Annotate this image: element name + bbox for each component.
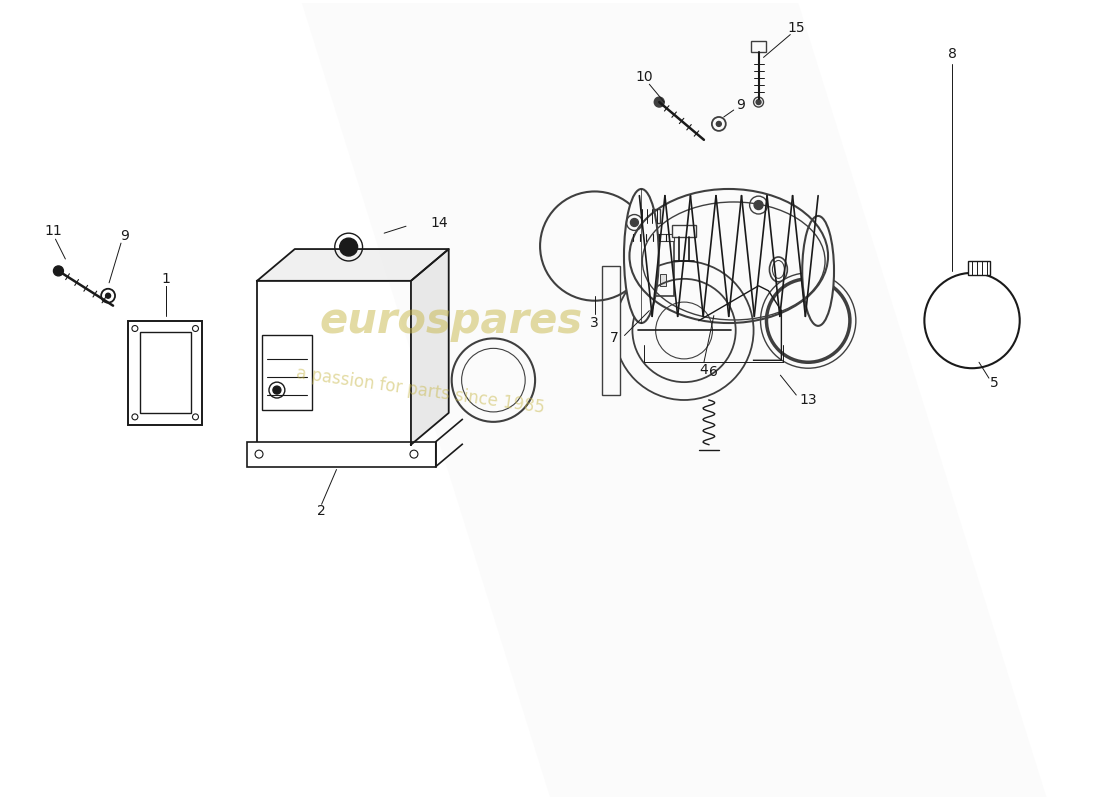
Bar bbox=[262, 335, 311, 410]
Ellipse shape bbox=[772, 261, 784, 278]
Bar bbox=[257, 281, 411, 445]
Bar bbox=[672, 226, 696, 237]
Circle shape bbox=[340, 238, 358, 256]
Ellipse shape bbox=[624, 189, 659, 323]
Bar bbox=[968, 261, 990, 275]
Polygon shape bbox=[301, 2, 1046, 798]
Ellipse shape bbox=[770, 257, 788, 282]
Text: 4: 4 bbox=[700, 363, 708, 378]
Text: 13: 13 bbox=[800, 393, 817, 407]
Text: 15: 15 bbox=[788, 21, 805, 34]
Text: 9: 9 bbox=[121, 229, 130, 243]
Circle shape bbox=[716, 122, 722, 126]
Text: 9: 9 bbox=[736, 98, 745, 112]
Text: 5: 5 bbox=[990, 376, 999, 390]
Text: eurospares: eurospares bbox=[319, 299, 582, 342]
Bar bbox=[637, 274, 642, 286]
Text: 1: 1 bbox=[162, 272, 170, 286]
Bar bbox=[750, 41, 767, 53]
Text: 7: 7 bbox=[610, 331, 619, 346]
Text: 2: 2 bbox=[317, 504, 326, 518]
Text: 8: 8 bbox=[948, 47, 957, 62]
Bar bbox=[629, 241, 674, 296]
Polygon shape bbox=[411, 249, 449, 445]
Circle shape bbox=[654, 97, 664, 107]
Circle shape bbox=[54, 266, 64, 276]
Text: 6: 6 bbox=[710, 365, 718, 379]
Text: 11: 11 bbox=[45, 224, 63, 238]
Circle shape bbox=[273, 386, 280, 394]
Circle shape bbox=[630, 218, 638, 226]
Text: 14: 14 bbox=[430, 216, 448, 230]
Text: a passion for parts since 1985: a passion for parts since 1985 bbox=[296, 364, 547, 417]
Bar bbox=[140, 333, 190, 413]
Bar bbox=[660, 274, 667, 286]
Bar bbox=[629, 234, 674, 241]
Bar bbox=[602, 266, 619, 395]
Circle shape bbox=[756, 100, 761, 105]
Text: 3: 3 bbox=[591, 315, 600, 330]
Polygon shape bbox=[257, 249, 449, 281]
Circle shape bbox=[755, 201, 763, 210]
Bar bbox=[638, 209, 660, 222]
Ellipse shape bbox=[802, 216, 834, 326]
Bar bbox=[648, 274, 654, 286]
Bar bbox=[248, 442, 436, 466]
Text: 10: 10 bbox=[636, 70, 653, 84]
Bar bbox=[128, 321, 202, 425]
Circle shape bbox=[106, 294, 111, 298]
